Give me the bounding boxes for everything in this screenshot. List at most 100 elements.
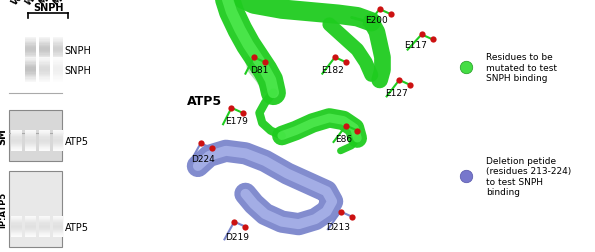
Bar xyxy=(52,58,63,59)
Bar xyxy=(25,71,36,72)
Bar xyxy=(25,66,36,67)
Bar xyxy=(25,232,36,233)
Text: ATP5: ATP5 xyxy=(65,136,89,146)
Bar xyxy=(52,227,63,228)
Bar xyxy=(39,229,49,230)
Bar xyxy=(11,217,22,218)
Bar xyxy=(25,231,36,232)
Bar xyxy=(39,64,49,66)
Text: WT: WT xyxy=(24,0,42,8)
Bar xyxy=(39,72,49,73)
Bar xyxy=(11,137,22,138)
Bar xyxy=(39,217,49,218)
Bar xyxy=(39,230,49,231)
Bar xyxy=(25,77,36,78)
Bar xyxy=(25,62,36,63)
Bar xyxy=(39,42,49,43)
Bar xyxy=(25,38,36,39)
Bar xyxy=(52,132,63,133)
Bar xyxy=(52,222,63,223)
Bar xyxy=(11,231,22,232)
Bar xyxy=(39,142,49,143)
Bar xyxy=(11,142,22,143)
Bar xyxy=(25,134,36,135)
Bar xyxy=(39,150,49,151)
Bar xyxy=(25,52,36,53)
Bar xyxy=(25,44,36,45)
Bar xyxy=(39,58,49,59)
Bar xyxy=(52,59,63,60)
Bar xyxy=(25,150,36,151)
Text: E117: E117 xyxy=(405,41,427,50)
Bar xyxy=(52,219,63,220)
Bar xyxy=(11,227,22,228)
Bar xyxy=(52,60,63,62)
Bar xyxy=(25,233,36,234)
Text: ATP5: ATP5 xyxy=(65,222,89,232)
Bar xyxy=(39,133,49,134)
Bar xyxy=(11,146,22,147)
Bar xyxy=(52,230,63,231)
Text: SNPH: SNPH xyxy=(65,45,92,55)
Bar xyxy=(52,39,63,40)
Bar xyxy=(25,234,36,235)
Text: SNPH: SNPH xyxy=(33,3,63,13)
Bar xyxy=(25,140,36,141)
Bar xyxy=(11,135,22,136)
Bar xyxy=(25,220,36,222)
Bar xyxy=(25,62,36,63)
Bar xyxy=(52,47,63,48)
Bar xyxy=(52,216,63,217)
Bar xyxy=(11,151,22,152)
Bar xyxy=(52,69,63,71)
Bar xyxy=(39,63,49,64)
Bar xyxy=(25,151,36,152)
Bar xyxy=(52,62,63,63)
Bar xyxy=(39,226,49,227)
Bar xyxy=(11,219,22,220)
Bar xyxy=(39,146,49,147)
Bar xyxy=(25,219,36,220)
Bar xyxy=(52,232,63,233)
Bar xyxy=(25,47,36,48)
Bar xyxy=(25,130,36,132)
Bar xyxy=(52,138,63,139)
Bar xyxy=(39,222,49,223)
Bar xyxy=(25,43,36,44)
Bar xyxy=(39,53,49,54)
Bar xyxy=(52,48,63,49)
Bar xyxy=(52,143,63,144)
Bar xyxy=(39,231,49,232)
Bar xyxy=(25,53,36,54)
Bar xyxy=(25,224,36,225)
Bar xyxy=(11,226,22,227)
Bar xyxy=(11,140,22,141)
Bar xyxy=(39,136,49,137)
Bar xyxy=(39,228,49,229)
Bar xyxy=(39,69,49,71)
Text: Mut 1: Mut 1 xyxy=(38,0,65,8)
Bar xyxy=(52,236,63,237)
Bar xyxy=(39,68,49,69)
Bar xyxy=(39,60,49,62)
Bar xyxy=(25,223,36,224)
Bar xyxy=(39,140,49,141)
Bar xyxy=(52,151,63,152)
Bar xyxy=(25,60,36,62)
Bar xyxy=(25,67,36,68)
Bar xyxy=(52,134,63,135)
Bar xyxy=(25,72,36,73)
Text: SNPH: SNPH xyxy=(65,66,92,76)
Bar xyxy=(39,82,49,83)
Bar xyxy=(39,59,49,60)
Bar xyxy=(25,79,36,81)
Bar xyxy=(11,235,22,236)
Bar xyxy=(52,42,63,43)
Bar xyxy=(11,150,22,151)
Bar xyxy=(39,220,49,222)
Bar xyxy=(11,220,22,222)
Bar xyxy=(52,64,63,66)
Bar xyxy=(39,73,49,74)
Bar xyxy=(52,225,63,226)
Text: E179: E179 xyxy=(226,116,249,125)
